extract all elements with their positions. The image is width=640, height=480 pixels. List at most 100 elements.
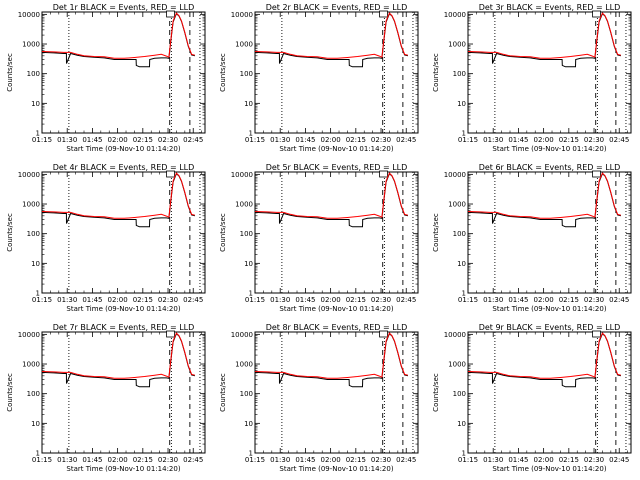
y-axis-label: Counts/sec <box>6 53 14 92</box>
x-tick-label: 01:30 <box>270 296 290 304</box>
peak-box-marker <box>379 330 388 338</box>
x-tick-label: 01:15 <box>32 296 52 304</box>
x-tick-label: 02:00 <box>534 456 554 464</box>
events-series-line <box>255 172 409 228</box>
panel-title: Det 5r BLACK = Events, RED = LLD <box>266 163 408 172</box>
peak-box-marker <box>379 10 388 18</box>
y-tick-label: 100 <box>240 70 253 78</box>
lld-series-line <box>42 172 196 219</box>
x-tick-label: 02:45 <box>609 456 629 464</box>
plot-frame <box>41 171 206 294</box>
x-axis-label: Start Time (09-Nov-10 01:14:20) <box>279 465 393 473</box>
y-tick-label: 1 <box>462 450 466 458</box>
lld-series-line <box>42 12 196 59</box>
x-tick-label: 01:45 <box>508 136 528 144</box>
y-tick-label: 1000 <box>235 361 253 369</box>
plot-frame <box>467 331 632 454</box>
panel-title: Det 3r BLACK = Events, RED = LLD <box>479 3 621 12</box>
x-tick-label: 02:00 <box>534 136 554 144</box>
x-tick-label: 01:45 <box>82 456 102 464</box>
panel-det-1r: Det 1r BLACK = Events, RED = LLD 1 10 100 10… <box>6 3 206 153</box>
panel-title: Det 1r BLACK = Events, RED = LLD <box>53 3 195 12</box>
x-tick-label: 02:15 <box>133 296 153 304</box>
x-tick-label: 01:15 <box>245 296 265 304</box>
y-tick-label: 100 <box>27 390 40 398</box>
x-tick-label: 02:15 <box>559 136 579 144</box>
x-tick-label: 02:45 <box>183 456 203 464</box>
y-axis-label: Counts/sec <box>219 53 227 92</box>
y-tick-label: 1000 <box>22 201 40 209</box>
x-axis-label: Start Time (09-Nov-10 01:14:20) <box>279 145 393 153</box>
lld-series-line <box>255 332 409 379</box>
x-tick-label: 01:30 <box>57 136 77 144</box>
x-axis-label: Start Time (09-Nov-10 01:14:20) <box>66 145 180 153</box>
lld-series-line <box>255 172 409 219</box>
x-tick-label: 02:30 <box>158 136 178 144</box>
x-tick-label: 01:15 <box>32 456 52 464</box>
panel-det-3r: Det 3r BLACK = Events, RED = LLD 1 10 100 10… <box>432 3 632 153</box>
y-tick-label: 100 <box>27 70 40 78</box>
x-tick-label: 01:30 <box>270 136 290 144</box>
x-tick-label: 02:45 <box>396 296 416 304</box>
lld-series-line <box>468 332 622 379</box>
x-tick-label: 02:45 <box>396 136 416 144</box>
x-tick-label: 02:15 <box>346 296 366 304</box>
x-tick-label: 02:15 <box>346 136 366 144</box>
y-tick-label: 1000 <box>448 41 466 49</box>
y-tick-label: 10000 <box>231 331 253 339</box>
y-tick-label: 10000 <box>18 331 40 339</box>
y-tick-label: 1000 <box>22 361 40 369</box>
x-tick-label: 02:15 <box>133 136 153 144</box>
y-tick-label: 10 <box>244 420 253 428</box>
x-tick-label: 02:30 <box>584 456 604 464</box>
panel-det-7r: Det 7r BLACK = Events, RED = LLD 1 10 100 10… <box>6 323 206 473</box>
plot-frame <box>254 331 419 454</box>
panel-title: Det 6r BLACK = Events, RED = LLD <box>479 163 621 172</box>
peak-box-marker <box>166 10 175 18</box>
y-tick-label: 10000 <box>18 11 40 19</box>
y-tick-label: 1000 <box>448 201 466 209</box>
plot-frame <box>467 11 632 134</box>
peak-box-marker <box>592 170 601 178</box>
panel-det-4r: Det 4r BLACK = Events, RED = LLD 1 10 100 10… <box>6 163 206 313</box>
events-series-line <box>255 332 409 388</box>
y-axis-label: Counts/sec <box>219 213 227 252</box>
y-tick-label: 10000 <box>444 171 466 179</box>
y-axis-label: Counts/sec <box>432 53 440 92</box>
x-tick-label: 01:15 <box>458 456 478 464</box>
peak-box-marker <box>166 330 175 338</box>
lld-series-line <box>255 12 409 59</box>
events-series-line <box>42 12 196 68</box>
x-tick-label: 01:15 <box>245 456 265 464</box>
panel-title: Det 4r BLACK = Events, RED = LLD <box>53 163 195 172</box>
y-tick-label: 10000 <box>444 331 466 339</box>
y-axis-label: Counts/sec <box>432 373 440 412</box>
plot-frame <box>254 171 419 294</box>
y-tick-label: 10000 <box>231 11 253 19</box>
y-tick-label: 10 <box>457 420 466 428</box>
x-tick-label: 02:45 <box>183 296 203 304</box>
y-tick-label: 10000 <box>444 11 466 19</box>
panel-det-5r: Det 5r BLACK = Events, RED = LLD 1 10 100 10… <box>219 163 419 313</box>
plot-frame <box>41 331 206 454</box>
y-tick-label: 100 <box>453 230 466 238</box>
x-tick-label: 02:45 <box>183 136 203 144</box>
lld-series-line <box>468 172 622 219</box>
x-tick-label: 01:15 <box>245 136 265 144</box>
x-tick-label: 01:15 <box>458 296 478 304</box>
x-tick-label: 02:00 <box>108 456 128 464</box>
events-series-line <box>468 332 622 388</box>
x-tick-label: 02:00 <box>321 456 341 464</box>
x-tick-label: 02:15 <box>559 456 579 464</box>
x-tick-label: 02:45 <box>609 296 629 304</box>
y-tick-label: 10 <box>457 100 466 108</box>
y-tick-label: 10 <box>457 260 466 268</box>
x-axis-label: Start Time (09-Nov-10 01:14:20) <box>492 305 606 313</box>
x-tick-label: 01:15 <box>458 136 478 144</box>
y-tick-label: 10000 <box>231 171 253 179</box>
panel-det-6r: Det 6r BLACK = Events, RED = LLD 1 10 100 10… <box>432 163 632 313</box>
panel-title: Det 9r BLACK = Events, RED = LLD <box>479 323 621 332</box>
x-tick-label: 02:15 <box>559 296 579 304</box>
peak-box-marker <box>166 170 175 178</box>
y-tick-label: 100 <box>27 230 40 238</box>
